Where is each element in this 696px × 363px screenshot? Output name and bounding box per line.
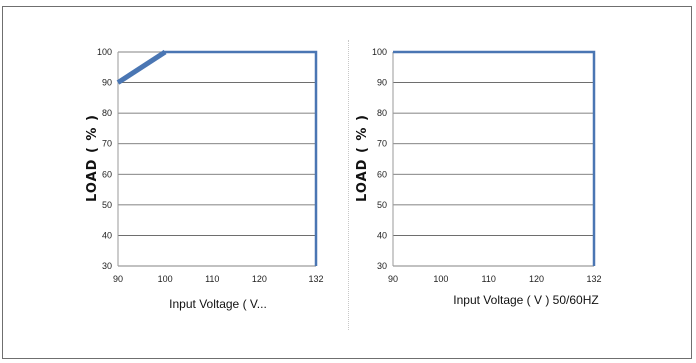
chart-2-y-tick-label: 100 [372, 47, 387, 57]
chart-1-ramp-segment [116, 49, 167, 85]
chart-1-y-tick-label: 60 [102, 169, 112, 179]
chart-2-x-tick-label: 90 [388, 274, 398, 284]
chart-2-y-tick-label: 70 [377, 139, 387, 149]
chart-2-series-line [393, 50, 596, 266]
chart-2-x-tick-label: 100 [433, 274, 448, 284]
chart-2-y-axis-label: LOAD ( % ) [355, 114, 370, 202]
chart-1-series-line [117, 50, 318, 266]
chart-1-y-tick-label: 40 [102, 230, 112, 240]
chart-2-y-tick-label: 60 [377, 169, 387, 179]
chart-1-y-tick-label: 50 [102, 200, 112, 210]
chart-1-x-tick-label: 90 [113, 274, 123, 284]
chart-1-x-tick-label: 132 [308, 274, 323, 284]
chart-1-y-tick-label: 90 [102, 78, 112, 88]
chart-1-x-tick-label: 110 [205, 274, 219, 284]
chart-1-y-tick-label: 100 [97, 47, 112, 57]
figure-frame [2, 6, 692, 359]
chart-2-y-tick-label: 40 [377, 230, 387, 240]
chart-1-y-axis-label: LOAD ( % ) [85, 114, 100, 202]
chart-2-x-axis-label: Input Voltage ( V ) 50/60HZ [453, 293, 598, 307]
chart-1-x-tick-label: 120 [252, 274, 267, 284]
chart-2-y-tick-label: 80 [377, 108, 387, 118]
chart-1-x-tick-label: 100 [158, 274, 173, 284]
chart-1-y-tick-label: 80 [102, 108, 112, 118]
panel-divider [348, 40, 350, 330]
chart-1-y-tick-label: 30 [102, 261, 112, 271]
chart-2-x-tick-label: 132 [586, 274, 601, 284]
chart-2-x-tick-label: 110 [482, 274, 496, 284]
chart-2-y-tick-label: 30 [377, 261, 387, 271]
chart-2-y-tick-label: 90 [377, 78, 387, 88]
chart-1-y-tick-label: 70 [102, 139, 112, 149]
chart-1-x-axis-label: Input Voltage ( V... [169, 297, 267, 311]
chart-2-y-tick-label: 50 [377, 200, 387, 210]
chart-2-x-tick-label: 120 [529, 274, 544, 284]
